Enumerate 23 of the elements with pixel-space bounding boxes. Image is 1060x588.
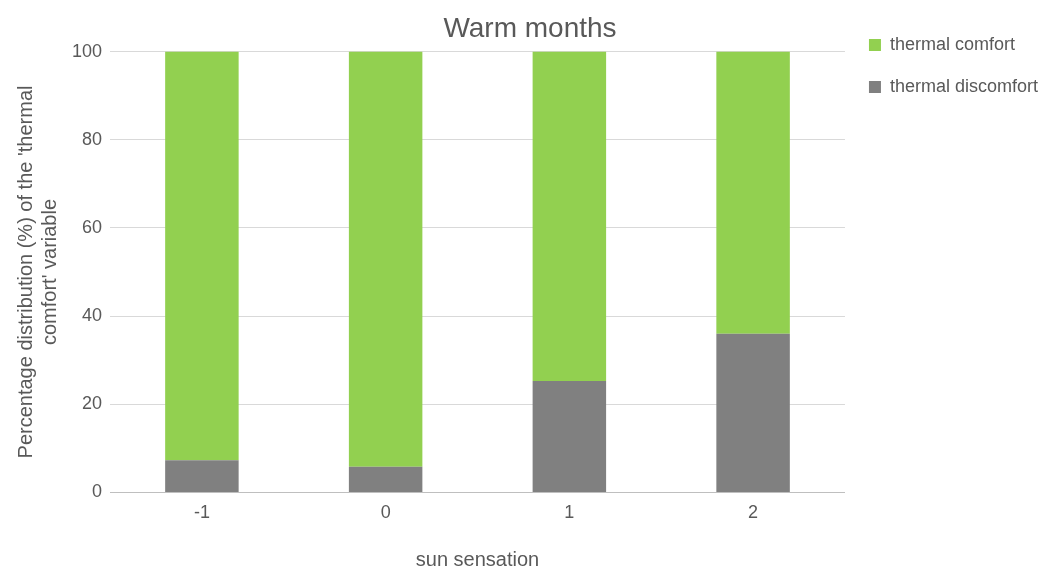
legend-label: thermal comfort [889, 33, 1015, 54]
bar [348, 51, 423, 467]
y-tick-label: 60 [82, 216, 103, 237]
y-tick-label: 100 [71, 40, 103, 61]
x-tick-label: 2 [748, 502, 759, 523]
x-axis-title: sun sensation [415, 547, 540, 570]
bar [716, 51, 790, 334]
y-tick-label: 20 [82, 393, 103, 414]
bar [165, 51, 239, 461]
bar [716, 333, 790, 492]
y-axis-title: Percentage distribution (%) of the 'thermal comfort' variable [13, 85, 60, 459]
bar [348, 466, 423, 492]
legend-label: thermal discomfort [889, 75, 1038, 96]
x-tick-label: 1 [564, 502, 575, 523]
y-tick-label: 0 [92, 481, 103, 502]
bar [532, 380, 607, 492]
bar [165, 460, 239, 492]
x-tick-label: -1 [193, 502, 210, 523]
x-tick-label: 0 [380, 502, 391, 523]
y-tick-label: 80 [82, 128, 103, 149]
chart-title: Warm months [443, 11, 617, 43]
bar [532, 51, 607, 381]
y-tick-label: 40 [82, 305, 103, 326]
